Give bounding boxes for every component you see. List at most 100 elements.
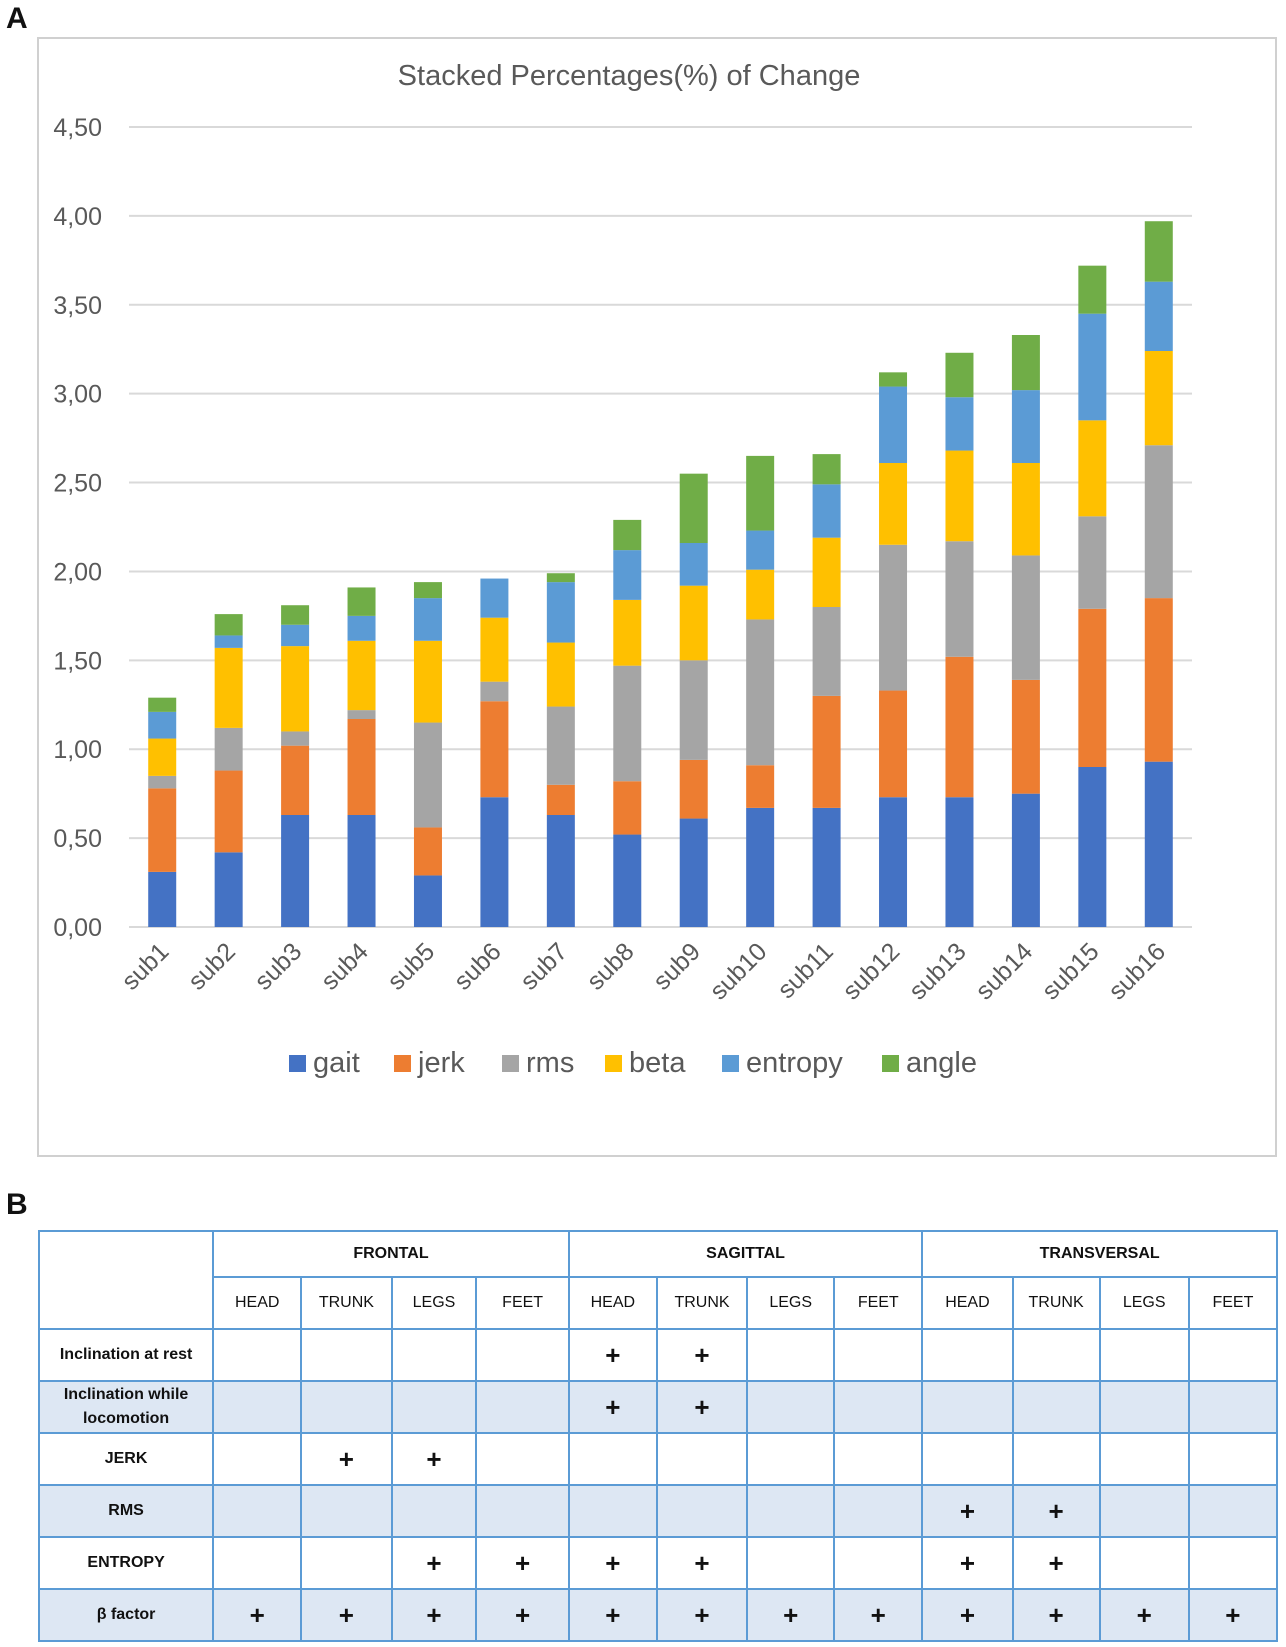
table-row: RMS + + xyxy=(37,1484,1279,1538)
bar-jerk-sub15 xyxy=(1078,608,1107,767)
plus-mark-cell: + xyxy=(567,1536,658,1590)
y-tick-label: 2,00 xyxy=(53,558,102,586)
bar-gait-sub12 xyxy=(879,797,908,927)
y-tick-label: 0,50 xyxy=(53,825,102,853)
y-tick-label: 0,00 xyxy=(53,914,102,942)
segment-header: LEGS xyxy=(390,1276,478,1330)
bar-rms-sub13 xyxy=(945,541,974,657)
empty-cell xyxy=(746,1328,836,1382)
x-tick-label: sub9 xyxy=(648,937,706,995)
empty-cell xyxy=(212,1484,303,1538)
bar-rms-sub16 xyxy=(1144,445,1173,599)
empty-cell xyxy=(746,1432,836,1486)
bar-rms-sub15 xyxy=(1078,516,1107,609)
plus-mark-cell: + xyxy=(567,1328,658,1382)
bar-gait-sub5 xyxy=(413,875,442,927)
table-row: JERK + + xyxy=(37,1432,1279,1486)
bar-angle-sub9 xyxy=(679,473,708,543)
empty-cell xyxy=(1011,1380,1101,1434)
empty-cell xyxy=(921,1328,1014,1382)
bar-entropy-sub6 xyxy=(480,578,509,618)
segment-header: HEAD xyxy=(212,1276,303,1330)
row-label: RMS xyxy=(37,1484,215,1538)
bar-rms-sub8 xyxy=(613,665,642,782)
empty-cell xyxy=(567,1432,658,1486)
legend-label-beta: beta xyxy=(629,1047,686,1079)
empty-cell xyxy=(300,1380,393,1434)
bar-jerk-sub8 xyxy=(613,781,642,835)
x-tick-label: sub5 xyxy=(382,937,440,995)
y-tick-label: 2,50 xyxy=(53,470,102,498)
empty-cell xyxy=(1098,1536,1190,1590)
bar-angle-sub1 xyxy=(148,697,177,712)
legend-label-angle: angle xyxy=(906,1047,977,1079)
y-tick-label: 4,00 xyxy=(53,203,102,231)
bar-beta-sub9 xyxy=(679,585,708,661)
empty-cell xyxy=(1011,1328,1101,1382)
bar-beta-sub14 xyxy=(1011,463,1040,556)
x-tick-label: sub14 xyxy=(970,937,1038,1005)
bar-rms-sub1 xyxy=(148,775,177,789)
empty-cell xyxy=(833,1328,924,1382)
bar-beta-sub2 xyxy=(214,647,243,728)
legend-swatch-rms xyxy=(502,1055,519,1072)
bar-angle-sub11 xyxy=(812,454,841,485)
legend-swatch-entropy xyxy=(722,1055,739,1072)
table-row: β factor + + + + + + + + + + + + xyxy=(37,1588,1279,1642)
bar-entropy-sub16 xyxy=(1144,281,1173,351)
empty-cell xyxy=(1187,1328,1279,1382)
bar-beta-sub3 xyxy=(281,646,310,732)
plus-mark-cell: + xyxy=(746,1588,836,1642)
y-axis-ticks: 0,00 0,50 1,00 1,50 2,00 2,50 3,00 3,50 4,00 4,50 xyxy=(53,114,102,942)
plus-mark-cell: + xyxy=(921,1484,1014,1538)
empty-cell xyxy=(833,1484,924,1538)
bar-jerk-sub11 xyxy=(812,695,841,808)
chart-title: Stacked Percentages(%) of Change xyxy=(398,60,861,92)
bar-gait-sub16 xyxy=(1144,761,1173,927)
bars xyxy=(148,221,1173,927)
bar-angle-sub13 xyxy=(945,352,974,398)
plus-mark-cell: + xyxy=(300,1432,393,1486)
plus-mark-cell: + xyxy=(567,1588,658,1642)
bar-beta-sub12 xyxy=(879,463,908,545)
legend-swatch-beta xyxy=(605,1055,622,1072)
plus-mark-cell: + xyxy=(1011,1484,1101,1538)
bar-jerk-sub4 xyxy=(347,719,376,815)
bar-entropy-sub15 xyxy=(1078,313,1107,421)
bar-angle-sub15 xyxy=(1078,265,1107,314)
x-tick-label: sub7 xyxy=(515,937,573,995)
panel-b-label: B xyxy=(6,1188,28,1221)
table-header-segments: HEAD TRUNK LEGS FEET HEAD TRUNK LEGS FEET HEAD TR… xyxy=(39,1276,1279,1330)
bar-beta-sub5 xyxy=(413,640,442,723)
bar-gait-sub1 xyxy=(148,871,177,927)
bar-beta-sub6 xyxy=(480,617,509,682)
bar-gait-sub15 xyxy=(1078,767,1107,927)
empty-cell xyxy=(390,1380,478,1434)
bar-jerk-sub16 xyxy=(1144,598,1173,762)
bar-beta-sub16 xyxy=(1144,351,1173,446)
bar-jerk-sub7 xyxy=(546,784,575,815)
empty-cell xyxy=(1187,1380,1279,1434)
bar-jerk-sub12 xyxy=(879,690,908,798)
plus-mark-cell: + xyxy=(655,1328,749,1382)
plus-mark-cell: + xyxy=(212,1588,303,1642)
bar-beta-sub1 xyxy=(148,738,177,776)
plane-header: TRANSVERSAL xyxy=(921,1230,1278,1278)
bar-gait-sub3 xyxy=(281,815,310,927)
bar-beta-sub10 xyxy=(746,569,775,620)
empty-cell xyxy=(475,1380,570,1434)
bar-entropy-sub4 xyxy=(347,615,376,641)
bar-entropy-sub1 xyxy=(148,711,177,739)
bar-jerk-sub2 xyxy=(214,770,243,853)
bar-jerk-sub3 xyxy=(281,745,310,815)
bar-entropy-sub5 xyxy=(413,598,442,641)
y-tick-label: 3,00 xyxy=(53,381,102,409)
bar-rms-sub3 xyxy=(281,731,310,746)
bar-jerk-sub5 xyxy=(413,827,442,876)
bar-entropy-sub11 xyxy=(812,484,841,538)
legend: gait jerk rms beta entropy angle xyxy=(289,1047,977,1079)
empty-cell xyxy=(475,1328,570,1382)
legend-swatch-jerk xyxy=(394,1055,411,1072)
plus-mark-cell: + xyxy=(567,1380,658,1434)
table-row: Inclination while locomotion + + xyxy=(37,1380,1279,1434)
